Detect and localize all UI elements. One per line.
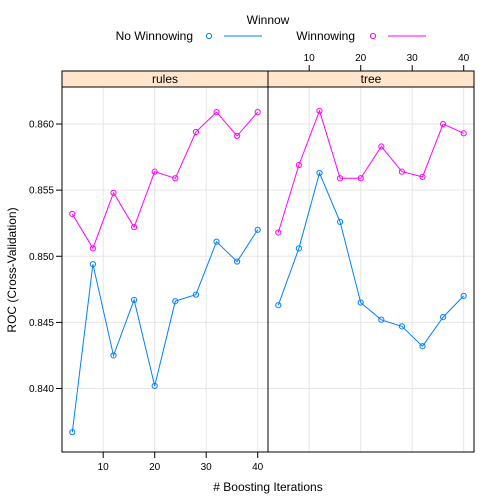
y-tick-label: 0.860 <box>29 120 54 131</box>
panel-border <box>268 87 474 452</box>
legend-label: Winnowing <box>296 29 355 43</box>
series-line <box>278 111 463 233</box>
y-tick-label: 0.840 <box>29 384 54 395</box>
x-tick-label: 40 <box>252 462 264 473</box>
data-point <box>276 303 281 308</box>
strip-label: tree <box>361 72 382 86</box>
x-tick-label: 10 <box>98 462 110 473</box>
panel-tree: tree 10 20 30 40 <box>268 53 474 452</box>
legend-marker <box>370 33 375 38</box>
y-axis-title: ROC (Cross-Validation) <box>5 207 19 332</box>
series-line <box>278 173 463 346</box>
x-tick-label: 10 <box>304 53 316 64</box>
legend-label: No Winnowing <box>116 29 193 43</box>
x-axis-title: # Boosting Iterations <box>213 480 322 494</box>
x-tick-label: 20 <box>355 53 367 64</box>
panel-rules: rules 10 20 30 40 <box>62 71 268 473</box>
x-tick-label: 40 <box>458 53 470 64</box>
x-tick-label: 30 <box>201 462 213 473</box>
data-point <box>70 211 75 216</box>
y-tick-label: 0.845 <box>29 318 54 329</box>
x-tick-label: 20 <box>149 462 161 473</box>
x-tick-label: 30 <box>407 53 419 64</box>
series-line <box>72 230 257 432</box>
panel-border <box>62 87 268 452</box>
legend-title: Winnow <box>247 13 290 27</box>
series-line <box>72 112 257 248</box>
strip-label: rules <box>152 72 178 86</box>
y-tick-label: 0.855 <box>29 186 54 197</box>
y-tick-label: 0.850 <box>29 252 54 263</box>
legend-marker <box>206 33 211 38</box>
